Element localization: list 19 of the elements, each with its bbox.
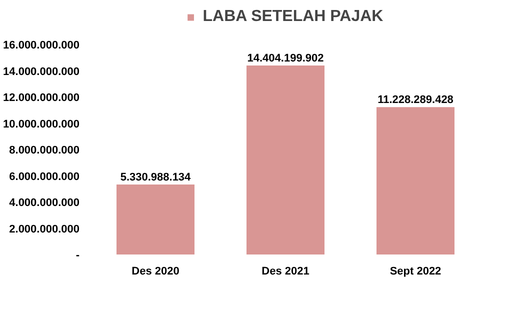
x-tick-label: Des 2021 (262, 266, 310, 278)
y-tick-label: 16.000.000.000 (3, 40, 80, 52)
bar (116, 184, 194, 254)
y-tick-label: 4.000.000.000 (9, 197, 80, 209)
data-label: 11.228.289.428 (378, 94, 454, 106)
y-tick-label: 10.000.000.000 (3, 118, 80, 130)
y-tick-label: 2.000.000.000 (9, 223, 80, 236)
x-tick-label: Des 2020 (132, 266, 180, 278)
y-tick-label: 8.000.000.000 (9, 144, 80, 156)
bar (246, 65, 324, 254)
data-label: 14.404.199.902 (247, 52, 324, 64)
y-tick-label: 12.000.000.000 (3, 92, 80, 104)
y-tick-label: 6.000.000.000 (9, 170, 80, 183)
y-tick-label: - (76, 250, 80, 262)
x-tick-label: Sept 2022 (390, 266, 442, 278)
legend-label: LABA SETELAH PAJAK (202, 8, 384, 26)
bar (376, 107, 454, 254)
y-tick-label: 14.000.000.000 (3, 66, 80, 78)
data-label: 5.330.988.134 (120, 172, 192, 184)
